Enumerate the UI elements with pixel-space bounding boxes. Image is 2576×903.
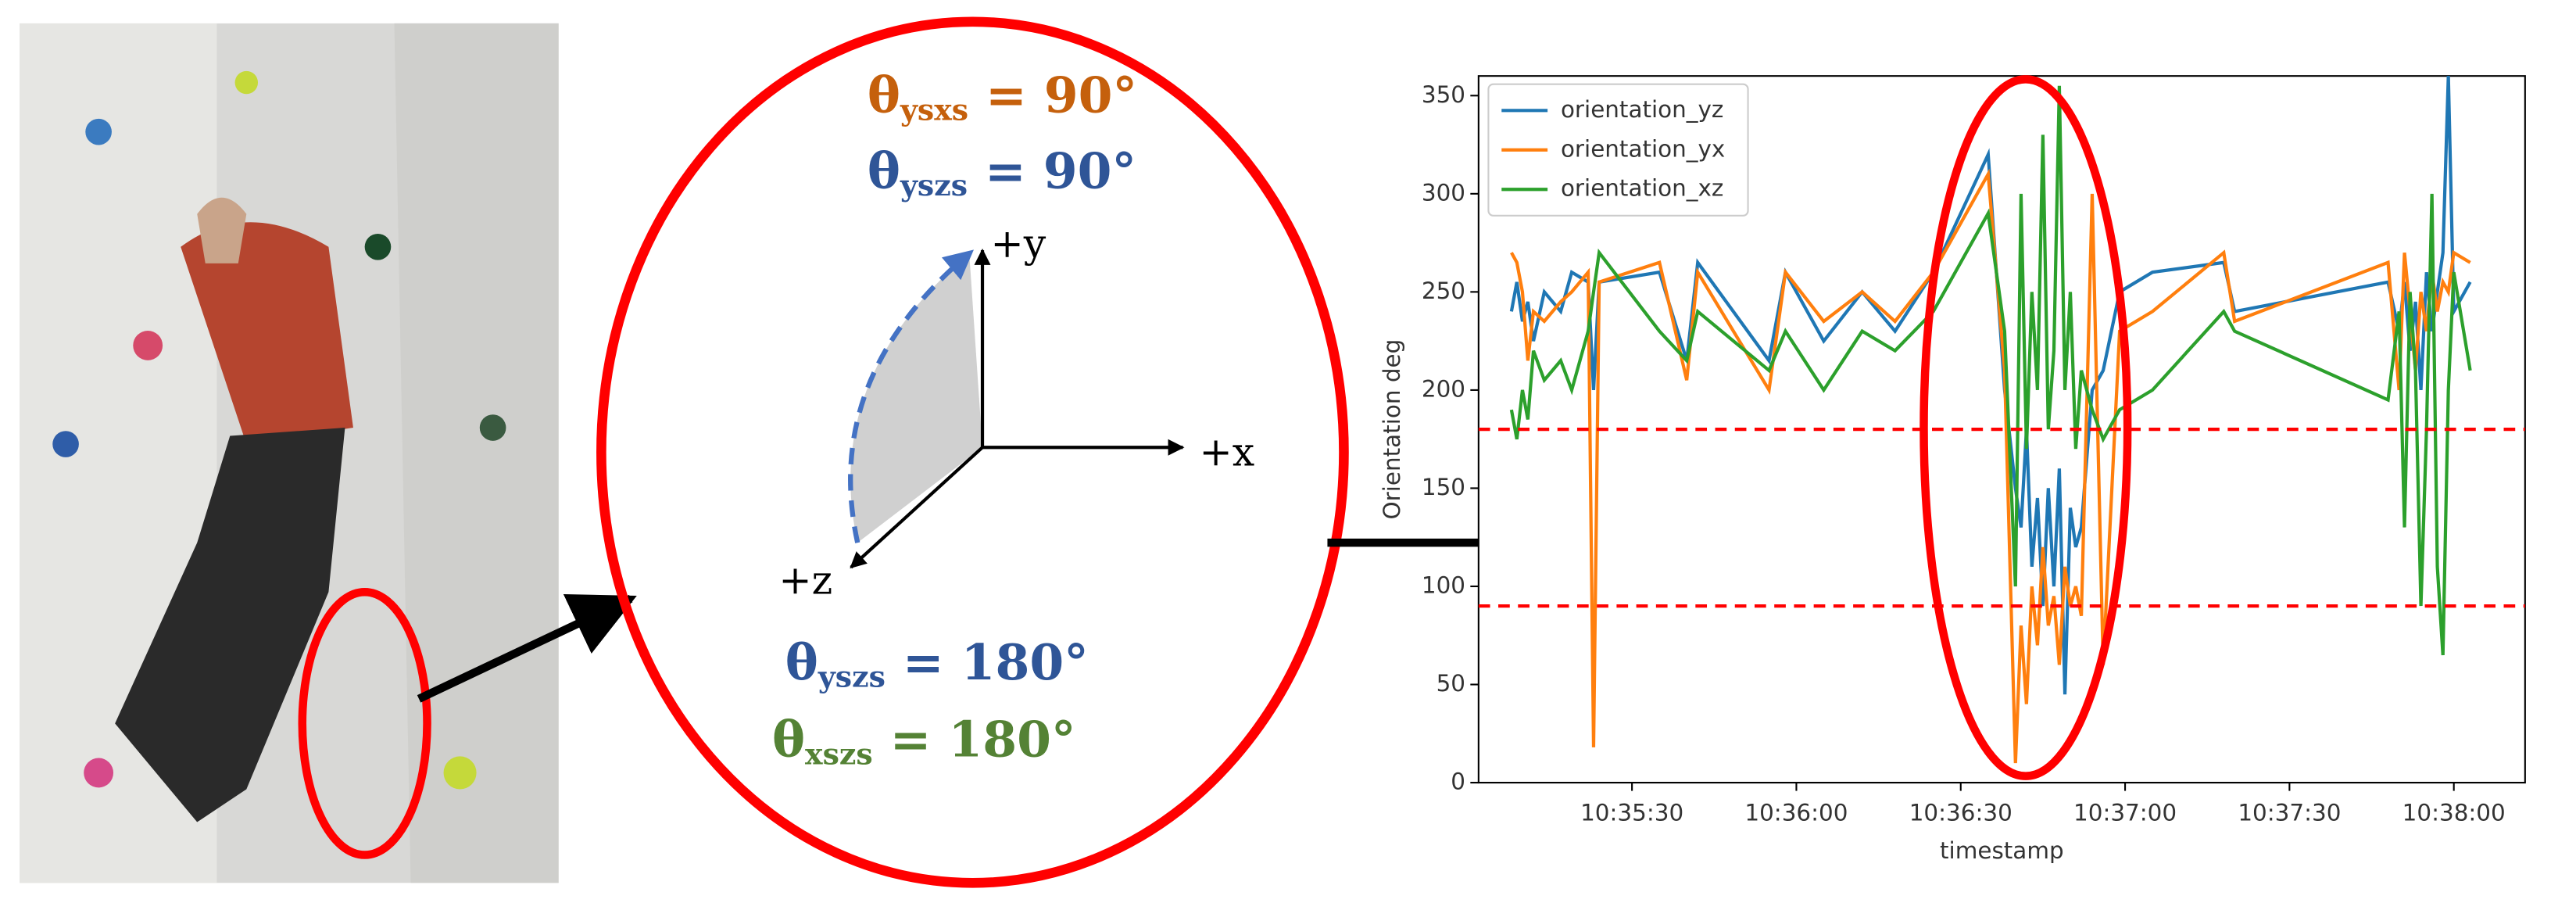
y-tick-label: 250 [1422,278,1465,304]
axis-z [850,446,984,569]
rest: = 180° [886,632,1089,690]
x-tick-label: 10:36:00 [1744,799,1848,826]
chart: 0 50 100 150 200 250 300 350 10:35:30 10:36:00 10:… [1379,75,2526,864]
symbol: θ [868,142,900,199]
y-tick-label: 300 [1422,179,1465,206]
angle-label: θyszs = 90° [868,142,1136,202]
x-tick-label: 10:35:30 [1580,799,1683,826]
y-tick-label: 200 [1422,375,1465,402]
arrow [417,593,637,703]
y-tick-label: 100 [1422,572,1465,598]
symbol: θ [785,632,818,690]
y-tick-label: 50 [1436,670,1465,697]
sector [850,253,983,543]
symbol: θ [772,710,805,768]
angle-label: θyszs = 180° [785,632,1089,693]
rest: = 90° [968,66,1137,124]
angle-label: θxszs = 180° [772,710,1076,771]
x-tick-label: 10:37:00 [2073,799,2177,826]
subscript: yszs [818,658,886,693]
highlight-ellipse [1919,75,2132,780]
zoom-ellipse [596,16,1349,888]
x-tick-label: 10:38:00 [2402,799,2506,826]
arc [848,249,974,543]
angle-label: θysxs = 90° [868,66,1137,127]
line [1509,76,2472,695]
x-axis-label: timestamp [1940,837,2064,864]
subscript: xszs [805,736,873,771]
subscript: yszs [900,167,968,202]
y-axis-label: Orientation deg [1379,339,1405,520]
y-tick-label: 350 [1422,81,1465,108]
x-tick-label: 10:37:30 [2238,799,2341,826]
rest: = 90° [968,142,1136,199]
photo [20,23,559,883]
y-tick-label: 0 [1451,769,1465,795]
axis-label: +x [1199,429,1254,475]
legend [1487,83,1749,217]
axis-label: +z [778,557,832,604]
x-tick-label: 10:36:30 [1909,799,2012,826]
legend-label: orientation_yx [1561,135,1725,162]
legend-label: orientation_xz [1561,175,1723,202]
rest: = 180° [873,710,1076,768]
y-tick-label: 150 [1422,474,1465,500]
legend-label: orientation_yz [1561,96,1723,123]
subscript: ysxs [900,91,968,127]
line [1509,85,2472,656]
axis-label: +y [991,220,1046,267]
symbol: θ [868,66,900,124]
